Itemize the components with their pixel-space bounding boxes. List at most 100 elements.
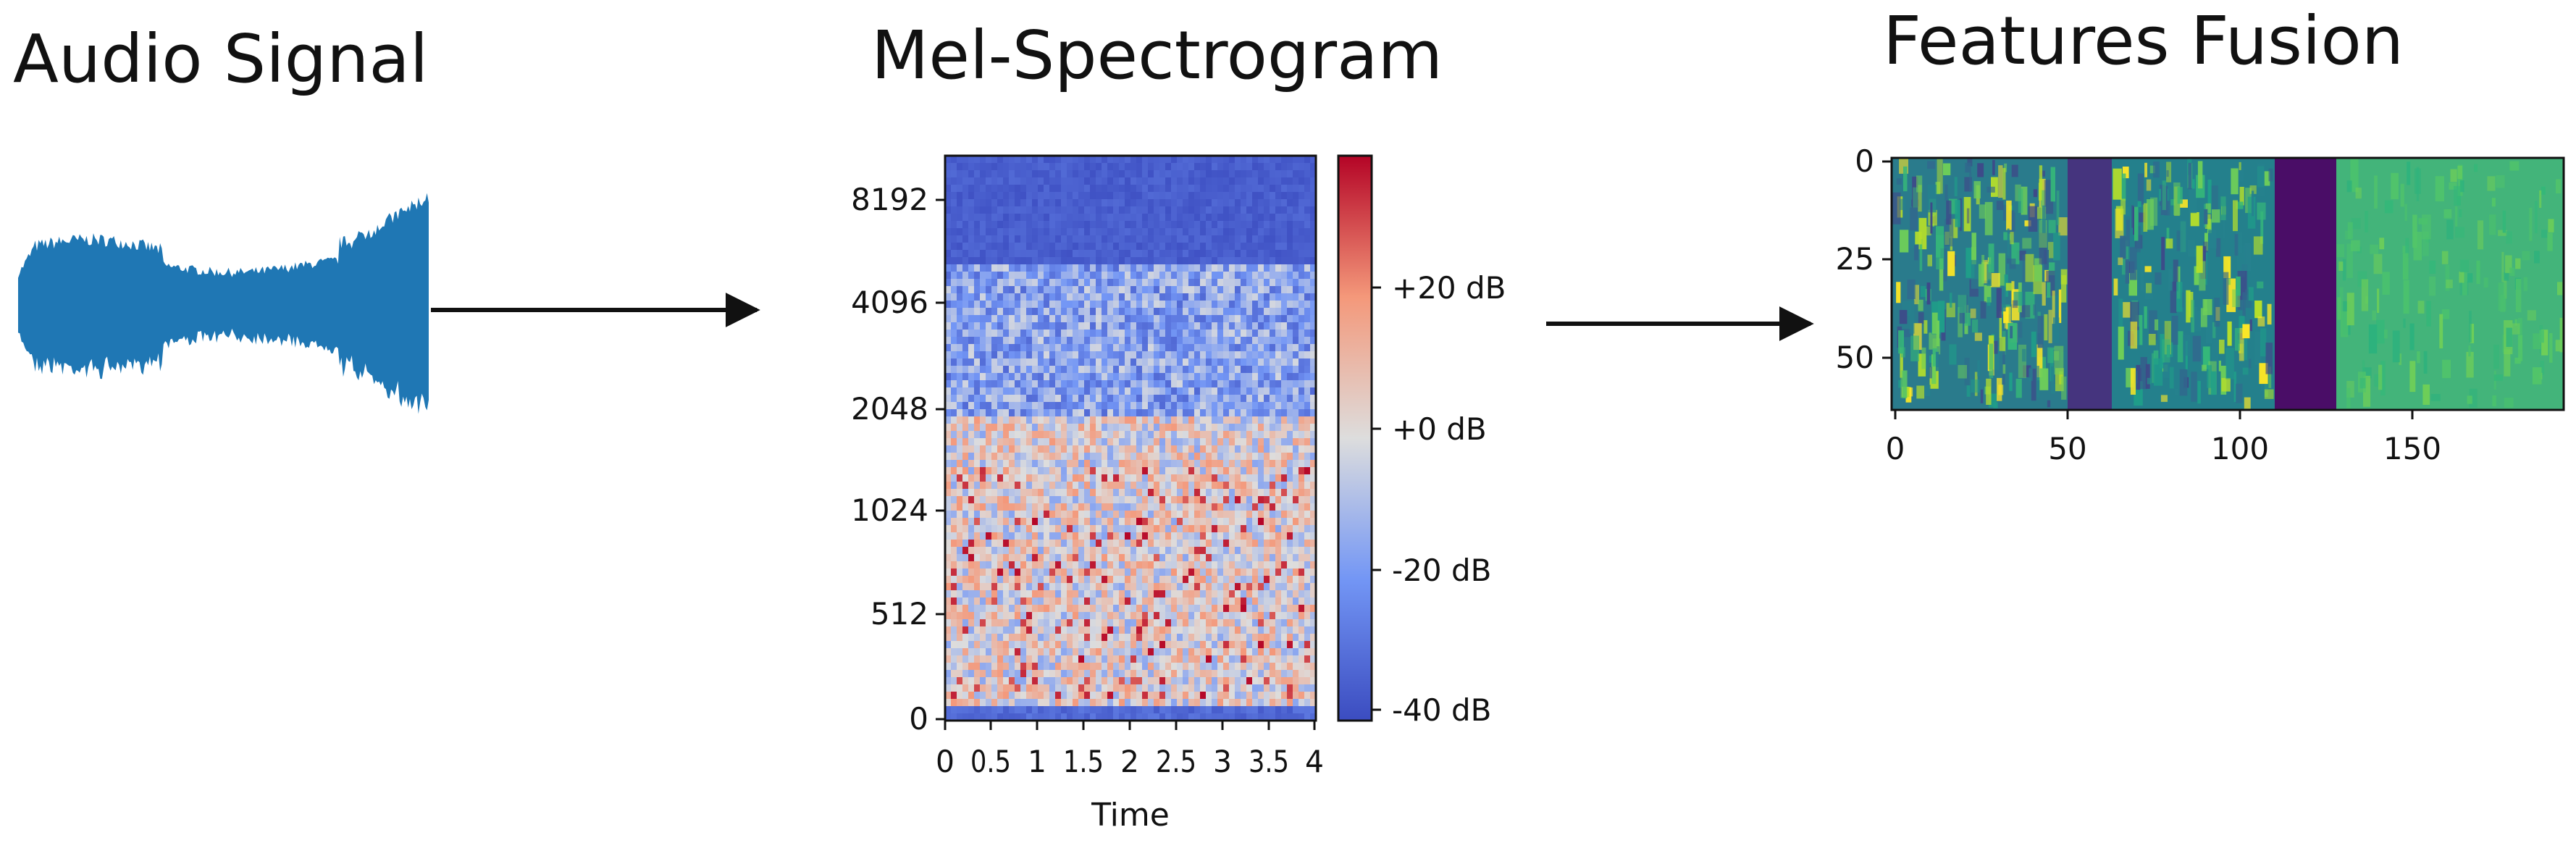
spectrogram-cell: [968, 576, 975, 584]
spectrogram-cell: [991, 279, 998, 287]
spectrogram-cell: [1281, 453, 1288, 461]
spectrogram-cell: [1183, 228, 1189, 236]
spectrogram-cell: [1038, 474, 1044, 482]
spectrogram-cell: [945, 583, 952, 591]
spectrogram-cell: [1217, 264, 1224, 272]
spectrogram-cell: [1044, 590, 1050, 598]
spectrogram-cell: [974, 474, 981, 482]
spectrogram-cell: [1136, 590, 1143, 598]
spectrogram-cell: [1275, 670, 1282, 678]
spectrogram-cell: [986, 409, 992, 417]
spectrogram-cell: [968, 699, 975, 707]
spectrogram-cell: [1125, 532, 1131, 540]
spectrogram-cell: [1287, 706, 1293, 714]
spectrogram-cell: [1177, 322, 1183, 330]
spectrogram-cell: [1252, 402, 1259, 410]
spectrogram-cell: [1241, 395, 1247, 403]
spectrogram-cell: [1084, 286, 1091, 294]
spectrogram-cell: [986, 692, 992, 700]
spectrogram-cell: [1299, 684, 1305, 692]
spectrogram-cell: [1154, 670, 1160, 678]
spectrogram-cell: [1310, 308, 1316, 316]
spectrogram-cell: [951, 706, 957, 714]
spectrogram-cell: [962, 713, 969, 721]
spectrogram-cell: [1084, 431, 1091, 439]
spectrogram-cell: [951, 648, 957, 656]
spectrogram-cell: [991, 648, 998, 656]
spectrogram-cell: [1275, 293, 1282, 301]
spectrogram-cell: [1038, 511, 1044, 519]
spectrogram-cell: [1264, 163, 1270, 171]
spectrogram-cell: [1177, 380, 1183, 388]
spectrogram-cell: [1229, 496, 1235, 504]
spectrogram-cell: [1130, 684, 1137, 692]
spectrogram-cell: [986, 576, 992, 584]
spectrogram-cell: [1136, 547, 1143, 555]
spectrogram-cell: [1020, 569, 1027, 576]
spectrogram-cell: [1084, 467, 1091, 475]
spectrogram-cell: [991, 706, 998, 714]
spectrogram-cell: [1090, 489, 1096, 497]
spectrogram-cell: [957, 243, 963, 251]
spectrogram-cell: [1003, 655, 1010, 663]
spectrogram-cell: [962, 395, 969, 403]
spectrogram-cell: [1073, 206, 1079, 214]
spectrogram-cell: [1061, 214, 1067, 222]
spectrogram-cell: [1246, 402, 1253, 410]
spectrogram-cell: [1009, 569, 1015, 576]
spectrogram-cell: [1264, 272, 1270, 280]
spectrogram-cell: [1067, 163, 1073, 171]
spectrogram-cell: [1212, 228, 1218, 236]
spectrogram-cell: [1113, 272, 1120, 280]
spectrogram-cell: [1287, 547, 1293, 555]
spectrogram-cell: [1194, 395, 1201, 403]
spectrogram-cell: [1264, 431, 1270, 439]
spectrogram-cell: [974, 612, 981, 620]
spectrogram-cell: [1113, 358, 1120, 366]
spectrogram-cell: [1206, 322, 1212, 330]
spectrogram-cell: [1119, 373, 1125, 381]
spectrogram-cell: [1299, 445, 1305, 453]
spectrogram-cell: [1154, 641, 1160, 649]
spectrogram-cell: [957, 489, 963, 497]
spectrogram-cell: [1241, 358, 1247, 366]
spectrogram-cell: [1171, 518, 1178, 526]
spectrogram-cell: [980, 619, 986, 627]
spectrogram-cell: [1009, 228, 1015, 236]
spectrogram-cell: [1188, 243, 1195, 251]
spectrogram-cell: [1026, 692, 1033, 700]
spectrogram-cell: [1125, 156, 1131, 164]
spectrogram-cell: [1049, 590, 1056, 598]
spectrogram-cell: [1287, 663, 1293, 671]
spectrogram-cell: [1119, 496, 1125, 504]
spectrogram-cell: [1159, 474, 1166, 482]
spectrogram-cell: [974, 344, 981, 352]
spectrogram-cell: [962, 641, 969, 649]
spectrogram-cell: [1241, 315, 1247, 323]
spectrogram-cell: [1212, 308, 1218, 316]
spectrogram-cell: [1026, 713, 1033, 721]
spectrogram-cell: [1078, 395, 1085, 403]
spectrogram-cell: [1252, 677, 1259, 685]
spectrogram-cell: [945, 293, 952, 301]
spectrogram-cell: [1038, 684, 1044, 692]
spectrogram-cell: [1258, 380, 1264, 388]
spectrogram-cell: [1009, 532, 1015, 540]
spectrogram-cell: [1154, 322, 1160, 330]
spectrogram-cell: [1206, 272, 1212, 280]
spectrogram-cell: [1148, 373, 1154, 381]
spectrogram-cell: [1044, 474, 1050, 482]
spectrogram-cell: [1212, 670, 1218, 678]
spectrogram-cell: [1212, 692, 1218, 700]
spectrogram-cell: [1142, 416, 1149, 424]
spectrogram-cell: [991, 192, 998, 200]
spectrogram-cell: [1148, 185, 1154, 193]
spectrogram-cell: [1038, 713, 1044, 721]
spectrogram-cell: [951, 156, 957, 164]
spectrogram-cell: [1252, 503, 1259, 511]
spectrogram-cell: [1136, 228, 1143, 236]
spectrogram-cell: [1113, 503, 1120, 511]
spectrogram-cell: [1049, 366, 1056, 374]
spectrogram-cell: [951, 583, 957, 591]
spectrogram-cell: [1229, 358, 1235, 366]
